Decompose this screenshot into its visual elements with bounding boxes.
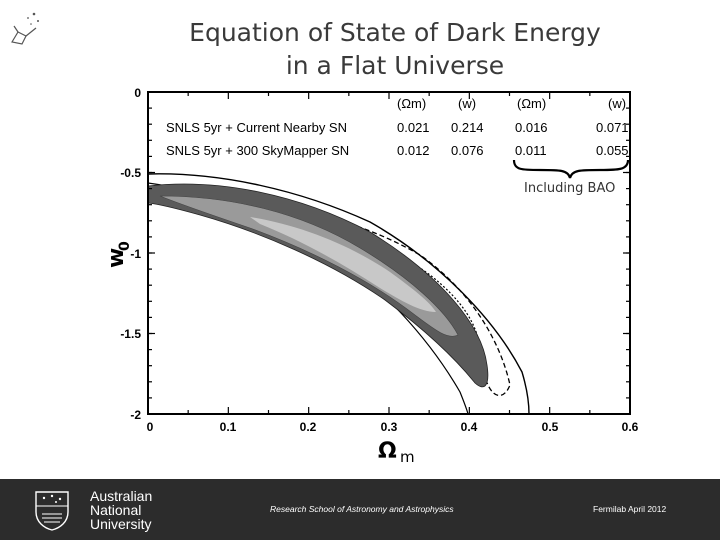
x-tick-label: 0.6 xyxy=(622,420,639,434)
curly-brace xyxy=(512,159,630,179)
x-tick-label: 0.4 xyxy=(461,420,478,434)
y-tick-label: 0 xyxy=(134,86,141,100)
slide-title: Equation of State of Dark Energy in a Fl… xyxy=(150,16,640,82)
university-name: Australian National University xyxy=(90,489,152,531)
y-tick-label: -0.5 xyxy=(120,166,141,180)
table-header: (w) xyxy=(608,96,626,111)
x-tick-label: 0.5 xyxy=(542,420,559,434)
dark-energy-contour-chart: 0 -0.5 -1 -1.5 -2 0 0.1 0.2 0.3 0.4 0.5 … xyxy=(104,86,639,466)
table-cell: 0.016 xyxy=(515,120,548,135)
y-tick-label: -2 xyxy=(130,408,141,422)
brace-label: Including BAO xyxy=(524,181,615,196)
event-date-text: Fermilab April 2012 xyxy=(593,504,667,514)
table-cell: 0.214 xyxy=(451,120,484,135)
y-tick-label: -1 xyxy=(130,247,141,261)
contour-mid-region xyxy=(159,195,459,337)
y-axis-title-sub: 0 xyxy=(117,241,133,251)
x-axis-title-sub: m xyxy=(400,448,415,466)
university-line1: Australian xyxy=(90,488,153,504)
axis-ticks xyxy=(147,91,631,415)
university-line3: University xyxy=(90,516,152,532)
anu-crest-icon xyxy=(30,488,74,532)
x-axis-title: Ω xyxy=(378,439,397,464)
table-cell: 0.076 xyxy=(451,143,484,158)
x-tick-label: 0.2 xyxy=(300,420,317,434)
footer-bar xyxy=(0,479,720,540)
department-text: Research School of Astronomy and Astroph… xyxy=(270,504,454,514)
table-row-label: SNLS 5yr + Current Nearby SN xyxy=(166,120,347,135)
contour-layer xyxy=(148,173,530,414)
table-cell: 0.011 xyxy=(515,143,547,158)
slide-title-line2: in a Flat Universe xyxy=(285,51,505,80)
y-axis-title: w xyxy=(104,248,129,268)
y-tick-label: -1.5 xyxy=(120,327,141,341)
university-line2: National xyxy=(90,502,142,518)
table-cell: 0.055 xyxy=(596,143,629,158)
table-cell: 0.071 xyxy=(596,120,629,135)
x-tick-label: 0 xyxy=(147,420,154,434)
table-header: (w) xyxy=(458,96,476,111)
contour-light-region xyxy=(250,217,436,312)
x-tick-label: 0.1 xyxy=(220,420,237,434)
x-tick-label: 0.3 xyxy=(381,420,398,434)
table-cell: 0.012 xyxy=(397,143,430,158)
stargazer-icon xyxy=(6,8,42,48)
table-cell: 0.021 xyxy=(397,120,430,135)
slide-title-line1: Equation of State of Dark Energy xyxy=(189,18,601,47)
table-row-label: SNLS 5yr + 300 SkyMapper SN xyxy=(166,143,349,158)
table-header: (Ωm) xyxy=(397,96,426,111)
table-header: (Ωm) xyxy=(517,96,546,111)
